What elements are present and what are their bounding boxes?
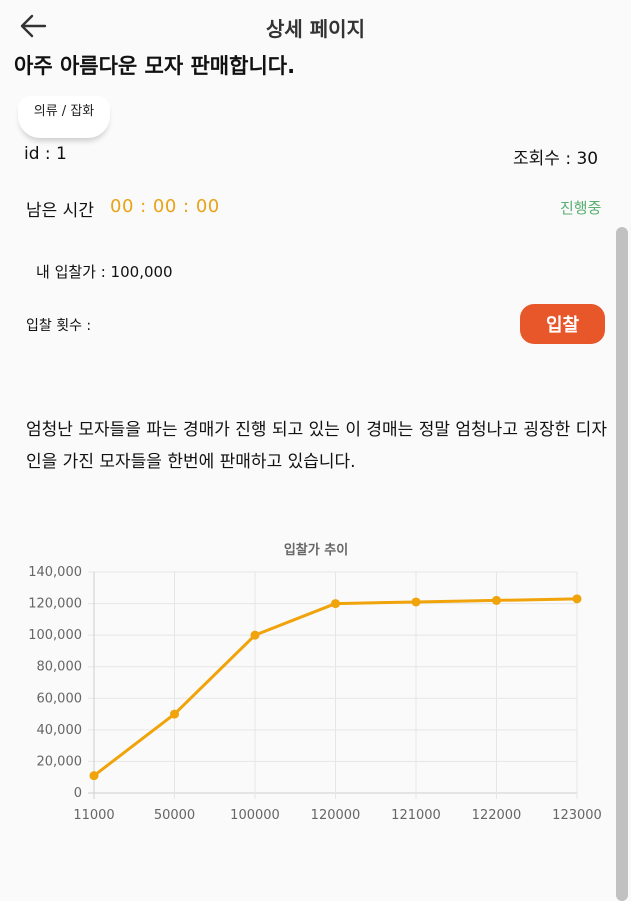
y-tick-label: 40,000 [37, 723, 83, 738]
y-tick-label: 60,000 [37, 691, 83, 706]
data-point[interactable] [170, 709, 179, 719]
category-label: 의류 / 잡화 [33, 104, 95, 119]
product-description: 엄청난 모자들을 파는 경매가 진행 되고 있는 이 경매는 정말 엄청나고 굉… [26, 420, 607, 472]
data-point[interactable] [331, 599, 340, 609]
data-point[interactable] [572, 594, 582, 604]
arrow-left-icon[interactable] [18, 12, 48, 40]
x-tick-label: 123000 [552, 808, 602, 823]
view-count: 조회수 : 30 [513, 149, 599, 169]
data-point[interactable] [411, 597, 421, 607]
y-tick-label: 80,000 [37, 660, 83, 675]
category-chip: 의류 / 잡화 [18, 96, 110, 138]
x-tick-label: 100000 [230, 808, 280, 823]
y-tick-label: 20,000 [37, 754, 83, 769]
x-tick-label: 122000 [472, 808, 522, 823]
y-tick-label: 100,000 [28, 628, 82, 643]
product-id: id : 1 [24, 144, 67, 164]
x-tick-label: 11000 [73, 808, 114, 823]
chart-title: 입찰가 추이 [284, 542, 348, 558]
scrollbar[interactable] [616, 227, 629, 901]
x-tick-label: 50000 [154, 808, 195, 823]
countdown-timer: 00 : 00 : 00 [110, 196, 220, 217]
bid-button[interactable]: 입찰 [520, 304, 605, 344]
header-bar: 상세 페이지 [0, 0, 631, 52]
y-tick-label: 0 [74, 786, 82, 801]
product-title: 아주 아름다운 모자 판매합니다. [14, 54, 296, 78]
bid-price-chart: 입찰가 추이 0 20,000 40,000 60,000 80,000 100,000 1… [28, 542, 602, 823]
x-tick-label: 121000 [391, 808, 441, 823]
my-bid-price: 내 입찰가 : 100,000 [36, 263, 173, 281]
y-tick-label: 140,000 [28, 565, 82, 580]
data-point[interactable] [250, 630, 260, 640]
data-point[interactable] [492, 595, 501, 605]
bid-count-label: 입찰 횟수 : [26, 318, 92, 334]
status-badge: 진행중 [560, 199, 602, 217]
page-title: 상세 페이지 [266, 17, 365, 41]
scrollbar-thumb[interactable] [616, 227, 628, 901]
remaining-time-label: 남은 시간 [26, 201, 94, 221]
x-tick-label: 120000 [311, 808, 361, 823]
data-point[interactable] [89, 771, 99, 781]
y-tick-label: 120,000 [28, 597, 82, 612]
